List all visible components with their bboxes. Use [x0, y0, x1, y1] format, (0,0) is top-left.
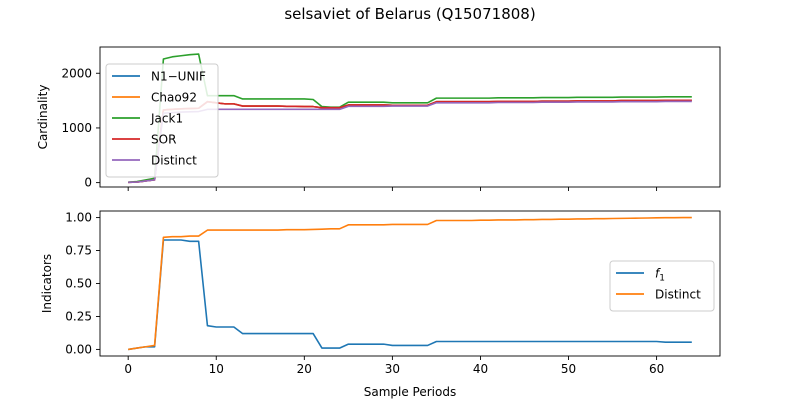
legend-label: Distinct	[655, 288, 701, 302]
figure-title: selsaviet of Belarus (Q15071808)	[284, 5, 535, 23]
y-tick-label: 0.00	[65, 342, 92, 356]
x-tick-label: 10	[209, 362, 224, 376]
x-tick-label: 30	[385, 362, 400, 376]
legend-label: Jack1	[150, 112, 183, 126]
y-tick-label: 0.25	[65, 309, 92, 323]
series-line-f	[128, 239, 692, 351]
legend-label: f1	[655, 267, 665, 284]
legend-box	[105, 63, 219, 178]
y-axis-label: Indicators	[40, 254, 54, 313]
legend: N1−UNIF Chao92 Jack1 SOR Distinct	[105, 63, 219, 178]
y-tick-label: 0.75	[65, 244, 92, 258]
x-tick-label: 0	[124, 362, 132, 376]
legend-label: SOR	[151, 133, 176, 147]
y-tick-label: 0.50	[65, 277, 92, 291]
legend-label: Distinct	[151, 154, 197, 168]
series-line-distinct	[128, 100, 692, 184]
panel-indicators: 0 10 20 30 40 50 60 0.00 0.25 0.50 0.75 1.00 Indicat…	[40, 210, 721, 399]
y-tick-label: 1000	[61, 121, 92, 135]
y-tick-label: 0	[84, 176, 92, 190]
legend: f1 Distinct	[609, 260, 715, 312]
series-line-jack1	[128, 53, 692, 183]
x-axis-label: Sample Periods	[364, 385, 456, 399]
y-tick-label: 2000	[61, 66, 92, 80]
axes-frame	[99, 46, 721, 188]
series-line-distinct	[128, 216, 692, 351]
y-tick-label: 1.00	[65, 211, 92, 225]
panel-cardinality: 0 1000 2000 Cardinality N1−UNIF Chao92 Jack1 SO…	[36, 46, 721, 191]
legend-label: N1−UNIF	[151, 70, 206, 84]
x-tick-label: 20	[297, 362, 312, 376]
series-line-sor	[128, 99, 692, 184]
legend-label: Chao92	[151, 91, 197, 105]
y-axis-label: Cardinality	[36, 85, 50, 150]
x-tick-label: 60	[649, 362, 664, 376]
legend-box	[609, 260, 715, 312]
x-tick-label: 50	[561, 362, 576, 376]
x-tick-label: 40	[473, 362, 488, 376]
